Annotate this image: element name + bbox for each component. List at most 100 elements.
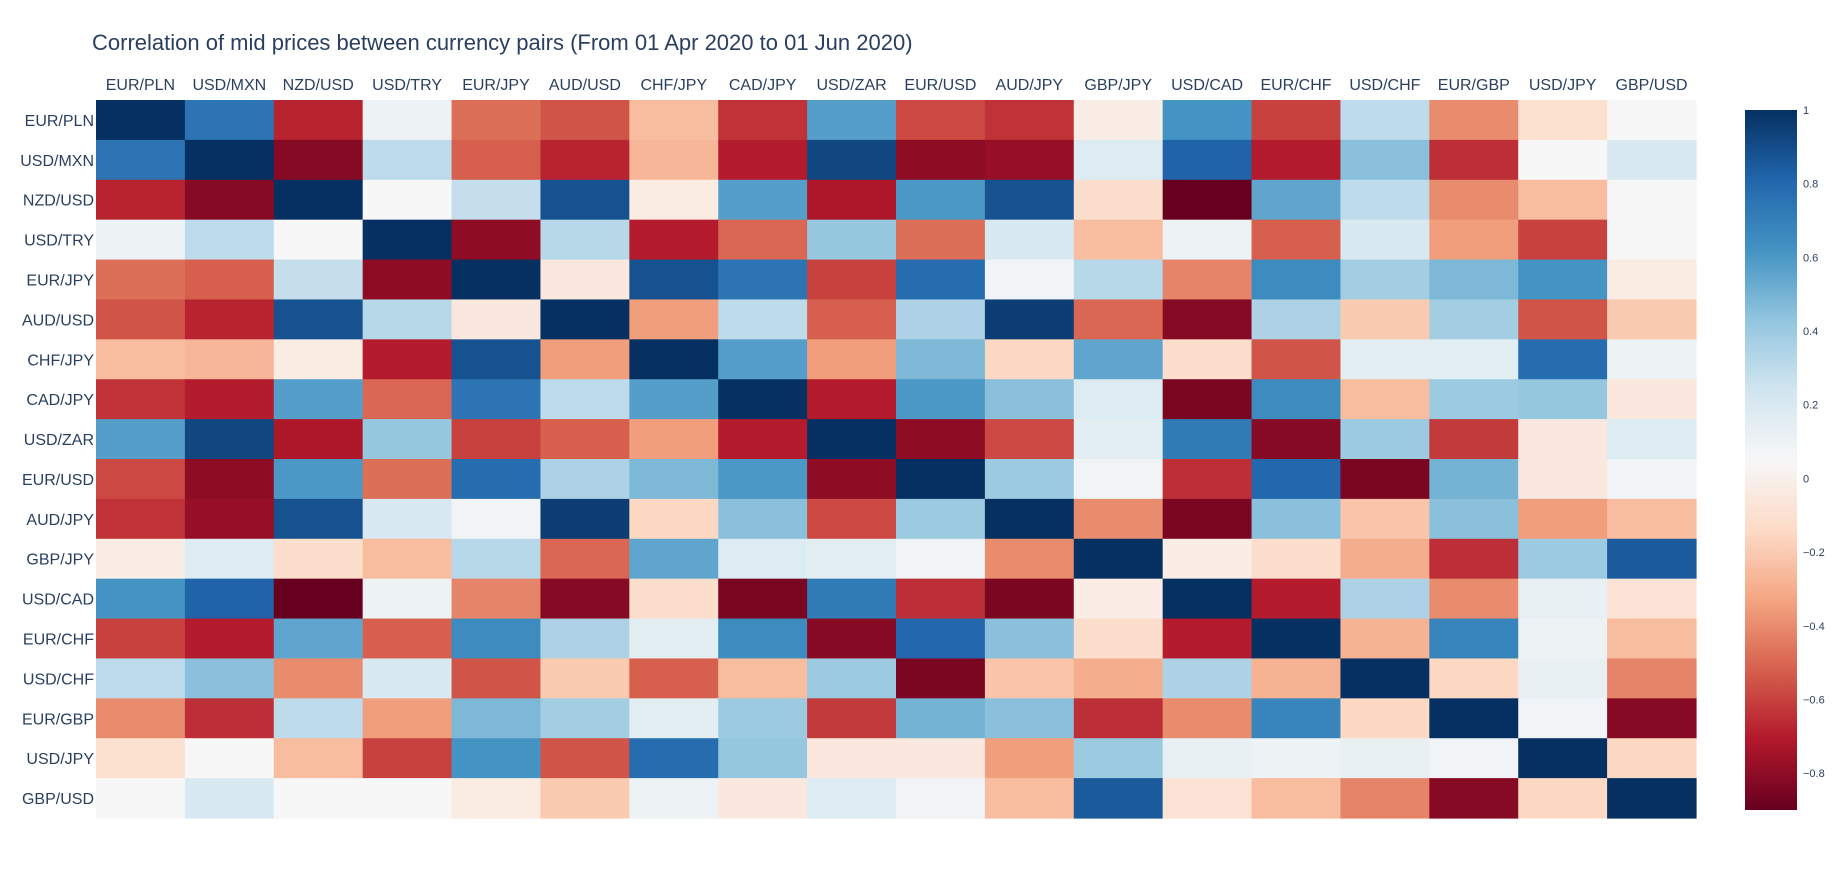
- colorbar-tick-label: −0.4: [1803, 621, 1825, 633]
- x-tick-label: NZD/USD: [283, 77, 354, 94]
- heatmap-cell-eur-chf-eur-jpy: [451, 618, 542, 660]
- heatmap-cell-eur-gbp-eur-gbp: [1429, 698, 1519, 739]
- heatmap-cell-nzd-usd-gbp-jpy: [1073, 179, 1164, 221]
- y-tick-label: AUD/USD: [22, 312, 94, 329]
- heatmap-cell-eur-pln-aud-usd: [540, 100, 630, 141]
- y-tick-label: EUR/PLN: [25, 113, 94, 130]
- x-tick-label: USD/JPY: [1529, 77, 1597, 94]
- heatmap-cell-eur-pln-usd-mxn: [184, 100, 275, 141]
- heatmap-cell-cad-jpy-usd-try: [362, 379, 453, 420]
- heatmap-cell-aud-jpy-usd-zar: [807, 498, 897, 540]
- y-tick-label: AUD/JPY: [26, 512, 94, 529]
- heatmap-cell-aud-jpy-eur-pln: [96, 498, 186, 540]
- heatmap-cell-aud-jpy-eur-usd: [896, 498, 986, 540]
- colorbar-tick-label: 1: [1803, 105, 1809, 117]
- heatmap-cell-eur-jpy-nzd-usd: [273, 259, 364, 301]
- heatmap-cell-usd-try-usd-cad: [1162, 219, 1253, 261]
- heatmap-cell-eur-pln-usd-jpy: [1518, 100, 1608, 141]
- heatmap-cell-usd-try-usd-jpy: [1518, 219, 1608, 261]
- heatmap-cell-usd-try-chf-jpy: [629, 219, 719, 261]
- heatmap-cell-gbp-usd-aud-jpy: [984, 778, 1075, 819]
- heatmap-cell-eur-chf-usd-cad: [1162, 618, 1253, 660]
- heatmap-cell-eur-chf-eur-pln: [96, 618, 186, 660]
- heatmap-cells: [96, 100, 1697, 819]
- heatmap-cell-usd-mxn-usd-chf: [1340, 139, 1430, 181]
- heatmap-cell-aud-jpy-usd-cad: [1162, 498, 1253, 540]
- heatmap-cell-nzd-usd-gbp-usd: [1607, 179, 1697, 221]
- heatmap-cell-cad-jpy-eur-chf: [1251, 379, 1342, 420]
- heatmap-cell-eur-gbp-usd-jpy: [1518, 698, 1608, 739]
- heatmap-cell-usd-cad-usd-jpy: [1518, 578, 1608, 620]
- heatmap-cell-gbp-usd-eur-jpy: [451, 778, 542, 819]
- heatmap-cell-nzd-usd-cad-jpy: [718, 179, 808, 221]
- heatmap-cell-eur-jpy-aud-usd: [540, 259, 630, 301]
- colorbar-tick-label: −0.8: [1803, 768, 1825, 780]
- x-tick-label: CAD/JPY: [729, 77, 797, 94]
- heatmap-cell-usd-zar-usd-try: [362, 419, 453, 460]
- heatmap-cell-eur-usd-usd-jpy: [1518, 459, 1608, 500]
- heatmap-cell-gbp-jpy-gbp-usd: [1607, 538, 1697, 580]
- colorbar-tick-label: 0.6: [1803, 252, 1818, 264]
- heatmap-cell-eur-gbp-usd-mxn: [184, 698, 275, 739]
- x-tick-label: USD/CAD: [1171, 77, 1243, 94]
- heatmap-cell-usd-chf-gbp-jpy: [1073, 658, 1164, 699]
- heatmap-cell-gbp-jpy-gbp-jpy: [1073, 538, 1164, 580]
- heatmap-cell-eur-jpy-usd-mxn: [184, 259, 275, 301]
- heatmap-cell-usd-try-eur-jpy: [451, 219, 542, 261]
- heatmap-cell-usd-chf-gbp-usd: [1607, 658, 1697, 699]
- heatmap-cell-eur-gbp-chf-jpy: [629, 698, 719, 739]
- heatmap-cell-usd-jpy-usd-zar: [807, 738, 897, 779]
- heatmap-cell-usd-zar-eur-usd: [896, 419, 986, 460]
- heatmap-cell-eur-usd-usd-cad: [1162, 459, 1253, 500]
- heatmap-cell-aud-jpy-gbp-usd: [1607, 498, 1697, 540]
- heatmap-cell-chf-jpy-eur-gbp: [1429, 339, 1519, 380]
- heatmap-cell-eur-pln-eur-pln: [96, 100, 186, 141]
- heatmap-cell-eur-chf-eur-usd: [896, 618, 986, 660]
- heatmap-cell-aud-usd-usd-mxn: [184, 299, 275, 340]
- heatmap-cell-chf-jpy-gbp-jpy: [1073, 339, 1164, 380]
- heatmap-cell-aud-usd-eur-chf: [1251, 299, 1342, 340]
- heatmap-cell-eur-pln-cad-jpy: [718, 100, 808, 141]
- heatmap-cell-usd-cad-usd-zar: [807, 578, 897, 620]
- heatmap-cell-gbp-usd-usd-mxn: [184, 778, 275, 819]
- heatmap-cell-usd-cad-aud-jpy: [984, 578, 1075, 620]
- heatmap-cell-usd-chf-eur-usd: [896, 658, 986, 699]
- heatmap-cell-usd-chf-nzd-usd: [273, 658, 364, 699]
- heatmap-cell-eur-usd-aud-jpy: [984, 459, 1075, 500]
- heatmap-cell-eur-pln-usd-cad: [1162, 100, 1253, 141]
- heatmap-cell-eur-gbp-usd-try: [362, 698, 453, 739]
- heatmap-cell-gbp-usd-chf-jpy: [629, 778, 719, 819]
- heatmap-cell-gbp-jpy-usd-jpy: [1518, 538, 1608, 580]
- heatmap-cell-gbp-usd-aud-usd: [540, 778, 630, 819]
- colorbar-tick-label: 0: [1803, 473, 1809, 485]
- heatmap-cell-usd-chf-eur-jpy: [451, 658, 542, 699]
- colorbar-tick-label: −0.6: [1803, 694, 1825, 706]
- heatmap-cell-aud-jpy-eur-chf: [1251, 498, 1342, 540]
- heatmap-cell-usd-try-cad-jpy: [718, 219, 808, 261]
- heatmap-cell-usd-try-gbp-usd: [1607, 219, 1697, 261]
- heatmap-cell-eur-usd-usd-chf: [1340, 459, 1430, 500]
- heatmap-cell-eur-gbp-eur-usd: [896, 698, 986, 739]
- heatmap-cell-usd-try-gbp-jpy: [1073, 219, 1164, 261]
- heatmap-cell-usd-cad-usd-mxn: [184, 578, 275, 620]
- heatmap-cell-gbp-usd-gbp-usd: [1607, 778, 1697, 819]
- y-tick-label: USD/JPY: [26, 751, 94, 768]
- x-tick-label: USD/CHF: [1349, 77, 1420, 94]
- heatmap-cell-gbp-usd-eur-pln: [96, 778, 186, 819]
- heatmap-cell-cad-jpy-cad-jpy: [718, 379, 808, 420]
- heatmap-cell-eur-pln-eur-usd: [896, 100, 986, 141]
- heatmap-cell-cad-jpy-usd-cad: [1162, 379, 1253, 420]
- heatmap-cell-chf-jpy-cad-jpy: [718, 339, 808, 380]
- y-tick-label: EUR/CHF: [23, 632, 94, 649]
- x-tick-label: GBP/USD: [1616, 77, 1688, 94]
- heatmap-cell-usd-zar-eur-jpy: [451, 419, 542, 460]
- heatmap-cell-usd-try-aud-usd: [540, 219, 630, 261]
- y-tick-label: GBP/USD: [22, 791, 94, 808]
- y-tick-label: USD/MXN: [20, 153, 94, 170]
- heatmap-cell-cad-jpy-usd-mxn: [184, 379, 275, 420]
- heatmap-cell-usd-chf-eur-gbp: [1429, 658, 1519, 699]
- heatmap-cell-gbp-usd-nzd-usd: [273, 778, 364, 819]
- heatmap-cell-eur-gbp-nzd-usd: [273, 698, 364, 739]
- heatmap-cell-eur-usd-eur-usd: [896, 459, 986, 500]
- heatmap-cell-aud-usd-aud-jpy: [984, 299, 1075, 340]
